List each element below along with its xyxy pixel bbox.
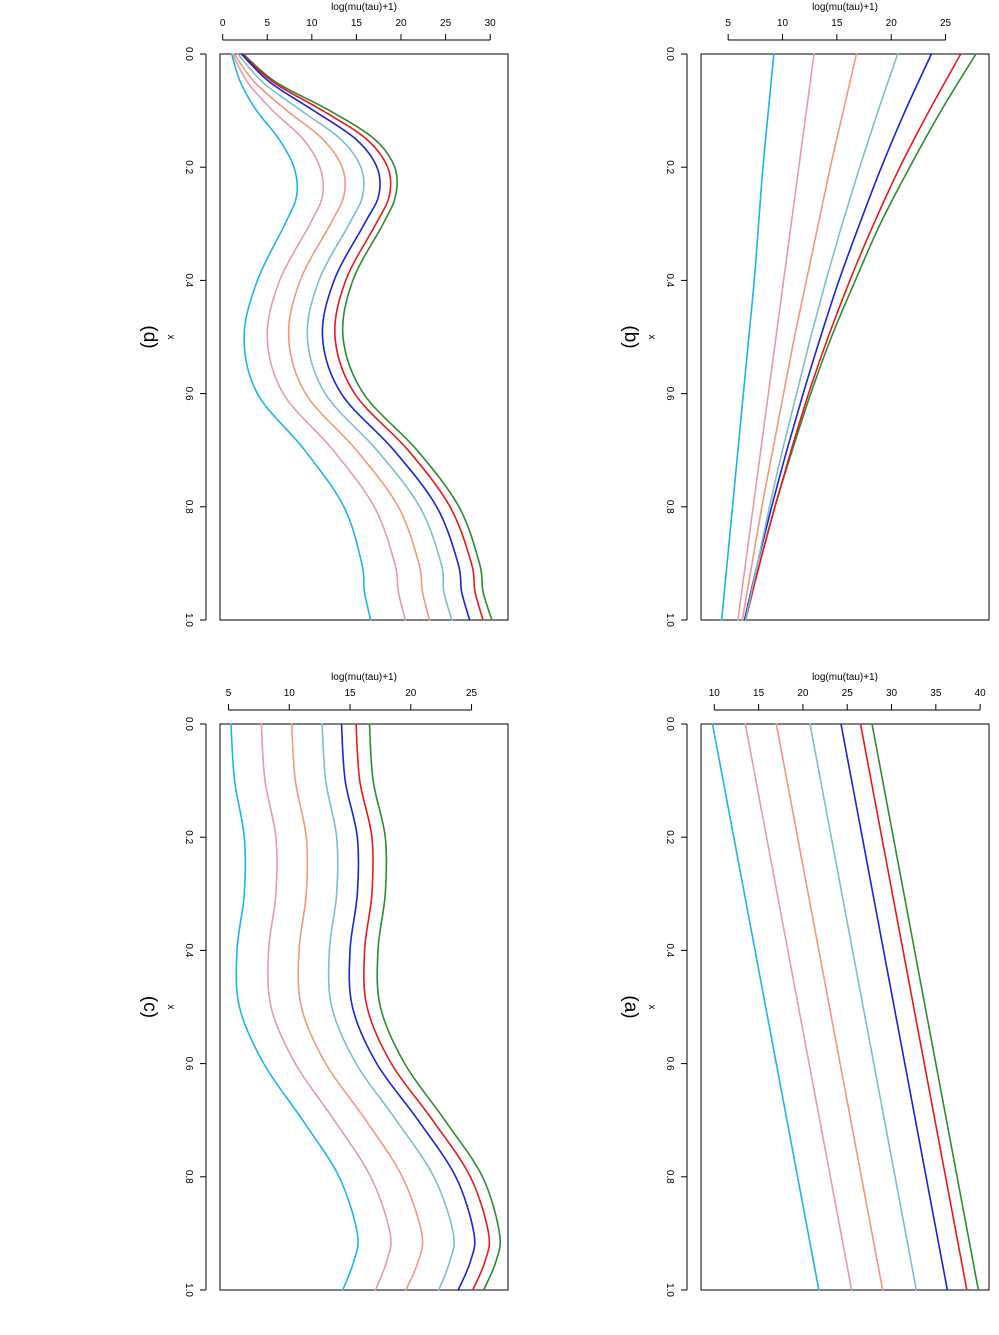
series-line-d-7 [230, 53, 372, 621]
x-tick-label-a: 1.0 [664, 1283, 675, 1297]
series-line-a-5 [775, 723, 884, 1291]
x-tick-label-d: 0.8 [183, 500, 194, 514]
x-tick-label-d: 0.6 [183, 387, 194, 401]
series-line-b-5 [741, 53, 858, 621]
x-tick-label-c: 0.0 [183, 717, 194, 731]
panel-c: 0.0 0.2 0.4 0.6 0.8 1.0 5 10 15 20 25 x log(mu(tau)+… [139, 672, 509, 1297]
series-line-c-1 [368, 723, 502, 1291]
series-line-d-3 [240, 53, 471, 621]
panel-label-d: (d) [139, 325, 160, 348]
series-line-b-4 [744, 53, 899, 621]
series-line-d-1 [242, 53, 493, 621]
x-axis-label-c: x [165, 1005, 176, 1010]
y-tick-label-d: 25 [440, 18, 452, 29]
x-tick-label-c: 0.8 [183, 1170, 194, 1184]
x-tick-label-b: 0.6 [664, 387, 675, 401]
series-line-a-3 [840, 723, 949, 1291]
y-tick-label-a: 40 [975, 688, 987, 699]
x-axis-label-b: x [646, 335, 657, 340]
series-line-c-2 [355, 723, 491, 1291]
y-tick-label-c: 10 [284, 688, 296, 699]
y-tick-label-a: 15 [753, 688, 765, 699]
series-line-b-1 [744, 53, 977, 621]
series-line-c-7 [230, 723, 359, 1291]
y-tick-label-d: 0 [220, 18, 226, 29]
plot-frame-c [219, 723, 509, 1291]
x-tick-label-c: 0.2 [183, 830, 194, 844]
y-tick-label-d: 5 [264, 18, 270, 29]
series-line-b-7 [720, 53, 775, 621]
series-line-a-6 [744, 723, 853, 1291]
x-tick-label-b: 1.0 [664, 613, 675, 627]
series-line-c-6 [260, 723, 392, 1291]
series-line-b-6 [737, 53, 815, 621]
x-tick-label-b: 0.2 [664, 160, 675, 174]
series-line-b-3 [743, 53, 933, 621]
panel-a: 0.0 0.2 0.4 0.6 0.8 1.0 10 15 20 25 30 35 40 x log(mu(… [620, 672, 990, 1297]
y-tick-label-b: 25 [940, 18, 952, 29]
y-tick-label-d: 10 [306, 18, 318, 29]
x-tick-label-a: 0.8 [664, 1170, 675, 1184]
x-tick-label-c: 1.0 [183, 1283, 194, 1297]
x-tick-label-d: 0.0 [183, 47, 194, 61]
x-tick-label-a: 0.6 [664, 1057, 675, 1071]
x-axis-label-d: x [165, 335, 176, 340]
series-line-c-5 [290, 723, 424, 1291]
y-tick-label-c: 25 [466, 688, 478, 699]
plot-frame-d [219, 53, 509, 621]
x-tick-label-d: 1.0 [183, 613, 194, 627]
panel-label-b: (b) [620, 325, 641, 348]
series-line-a-4 [809, 723, 918, 1291]
y-tick-label-a: 10 [709, 688, 721, 699]
x-tick-label-d: 0.4 [183, 273, 194, 287]
y-tick-label-c: 5 [226, 688, 232, 699]
y-tick-label-a: 25 [842, 688, 854, 699]
x-tick-label-c: 0.6 [183, 1057, 194, 1071]
series-line-b-2 [744, 53, 962, 621]
series-line-a-7 [711, 723, 820, 1291]
series-line-c-3 [340, 723, 476, 1291]
y-tick-label-d: 20 [395, 18, 407, 29]
y-axis-label-b: log(mu(tau)+1) [812, 2, 878, 13]
y-tick-label-b: 15 [831, 18, 843, 29]
y-axis-label-d: log(mu(tau)+1) [331, 2, 397, 13]
panel-d: 0.0 0.2 0.4 0.6 0.8 1.0 0 5 10 15 20 25 30 x log(mu(ta… [139, 2, 509, 627]
y-tick-label-a: 35 [930, 688, 942, 699]
y-tick-label-b: 20 [886, 18, 898, 29]
series-line-d-5 [233, 53, 431, 621]
y-tick-label-b: 5 [725, 18, 731, 29]
x-axis-label-a: x [646, 1005, 657, 1010]
panel-label-a: (a) [620, 995, 641, 1018]
series-line-c-4 [321, 723, 456, 1291]
series-line-d-6 [231, 53, 407, 621]
series-line-d-2 [241, 53, 484, 621]
x-tick-label-b: 0.8 [664, 500, 675, 514]
y-tick-label-b: 10 [777, 18, 789, 29]
y-tick-label-a: 20 [797, 688, 809, 699]
y-axis-label-c: log(mu(tau)+1) [331, 672, 397, 683]
x-tick-label-b: 0.0 [664, 47, 675, 61]
panel-label-c: (c) [139, 996, 160, 1018]
x-tick-label-c: 0.4 [183, 943, 194, 957]
x-tick-label-d: 0.2 [183, 160, 194, 174]
x-tick-label-a: 0.0 [664, 717, 675, 731]
series-line-a-2 [859, 723, 968, 1291]
y-tick-label-c: 20 [405, 688, 417, 699]
y-tick-label-c: 15 [344, 688, 356, 699]
y-tick-label-a: 30 [886, 688, 898, 699]
plot-frame-a [700, 723, 990, 1291]
x-tick-label-a: 0.4 [664, 943, 675, 957]
y-axis-label-a: log(mu(tau)+1) [812, 672, 878, 683]
y-tick-label-d: 15 [351, 18, 363, 29]
panel-b: 0.0 0.2 0.4 0.6 0.8 1.0 5 10 15 20 25 x log(mu(tau)+… [620, 2, 990, 627]
x-tick-label-b: 0.4 [664, 273, 675, 287]
series-line-a-1 [871, 723, 980, 1291]
x-tick-label-a: 0.2 [664, 830, 675, 844]
y-tick-label-d: 30 [485, 18, 497, 29]
plot-frame-b [700, 53, 990, 621]
series-line-d-4 [237, 53, 453, 621]
